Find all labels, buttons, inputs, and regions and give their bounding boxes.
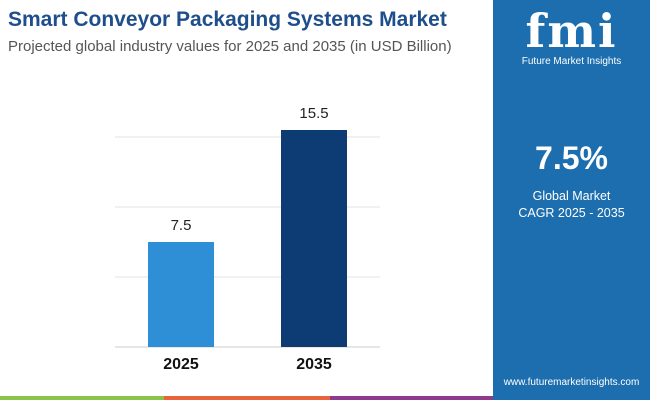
- logo-caption: Future Market Insights: [521, 56, 622, 67]
- cagr-label: Global Market CAGR 2025 - 2035: [493, 188, 650, 222]
- sidebar-panel: fmi Future Market Insights 7.5% Global M…: [493, 0, 650, 396]
- cagr-label-line1: Global Market: [532, 189, 611, 203]
- fmi-logo: fmi Future Market Insights: [493, 6, 650, 67]
- x-tick-label-2025: 2025: [163, 356, 199, 373]
- stripe-orange: [164, 396, 330, 400]
- bar-2035: [281, 130, 347, 347]
- data-label-2025: 7.5: [171, 217, 192, 234]
- cagr-value: 7.5%: [535, 140, 608, 176]
- bar-2025: [148, 242, 214, 347]
- logo-text: fmi: [525, 4, 618, 58]
- stripe-green: [0, 396, 164, 400]
- bar-chart: 7.5 2025 15.5 2035: [115, 105, 380, 373]
- stripe-purple: [330, 396, 493, 400]
- chart-title: Smart Conveyor Packaging Systems Market: [8, 8, 447, 31]
- website-link[interactable]: www.futuremarketinsights.com: [503, 377, 640, 388]
- chart-subtitle: Projected global industry values for 202…: [8, 38, 452, 55]
- cagr-label-line2: CAGR 2025 - 2035: [518, 206, 625, 220]
- data-label-2035: 15.5: [299, 105, 328, 122]
- x-tick-label-2035: 2035: [296, 356, 332, 373]
- stripe-blue: [493, 396, 650, 400]
